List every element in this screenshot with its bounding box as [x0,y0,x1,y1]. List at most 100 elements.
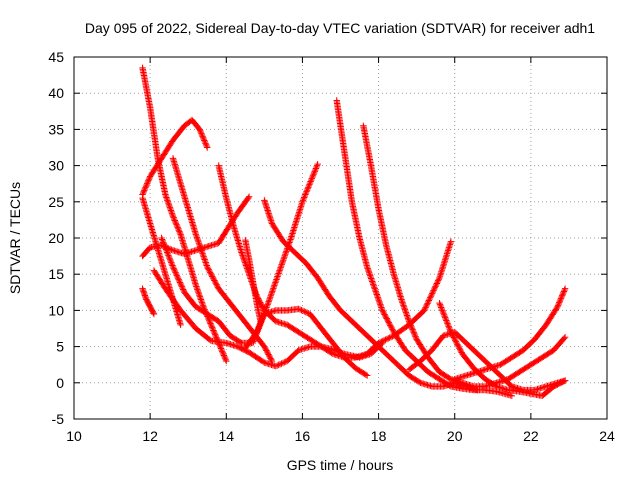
data-point [556,298,564,305]
data-point [378,304,385,311]
data-point [387,322,394,329]
data-point [421,305,429,313]
data-point [199,134,207,141]
data-point [166,202,173,210]
x-tick-label: 22 [523,428,539,444]
data-point [197,296,205,303]
y-tick-label: 5 [56,339,64,355]
data-point [275,270,282,277]
data-point [363,372,371,379]
data-point [422,304,429,311]
data-point [311,168,318,175]
data-point [160,240,168,247]
data-point [245,194,252,202]
data-point [245,193,253,200]
data-point [206,269,214,276]
data-point [164,249,171,256]
data-point [206,318,214,326]
data-point [447,238,455,245]
data-point [447,328,455,336]
data-point [295,305,302,313]
series-track-17 [451,285,569,383]
data-point [442,315,449,323]
data-point [373,291,380,298]
x-tick-label: 10 [66,428,82,444]
series-track-2 [139,116,211,198]
data-point [178,283,186,290]
data-point [299,307,307,315]
data-point [424,300,431,307]
data-point [195,289,202,296]
data-point [159,237,166,245]
data-point [220,352,228,359]
data-point [211,277,218,284]
series-track-16 [436,299,569,400]
data-point [282,251,289,258]
data-point [368,276,375,284]
data-point [560,289,567,297]
data-point [383,315,390,322]
data-point [275,268,283,276]
data-point [211,278,219,286]
data-point [144,178,151,186]
series-group [139,64,569,400]
data-point [369,279,376,287]
data-point [166,255,173,262]
data-point [194,235,201,243]
data-point [443,318,451,326]
y-tick-label: 20 [48,230,64,246]
data-point [454,342,462,349]
data-point [196,243,204,250]
data-point [446,326,453,333]
data-point [400,302,407,309]
data-point [375,297,383,304]
data-point [444,320,451,327]
data-point [271,280,279,288]
data-point [192,231,200,238]
data-point [141,187,148,194]
data-point [168,208,175,216]
data-point [176,229,184,237]
data-point [160,239,167,246]
data-point [200,253,207,260]
data-point [444,321,452,329]
data-point [201,256,208,263]
data-point [429,288,437,296]
data-point [254,326,262,333]
data-point [172,269,179,276]
data-point [163,195,171,203]
data-point [402,307,409,315]
data-point [264,301,271,308]
data-point [274,273,281,280]
data-point [379,308,387,315]
data-point [266,296,273,304]
data-point [272,362,279,370]
data-point [207,270,215,277]
data-point [173,222,181,230]
data-point [163,247,170,255]
data-point [278,259,286,267]
data-point [272,277,280,285]
data-point [377,301,384,308]
data-point [196,126,203,133]
data-point [425,298,432,306]
data-point [145,176,153,183]
data-point [173,272,180,279]
data-point [171,267,179,275]
data-point [165,253,173,261]
data-point [268,289,275,296]
data-point [201,138,209,146]
data-point [389,327,397,334]
data-point [268,291,275,298]
data-point [310,169,318,177]
data-point [436,299,443,307]
data-point [432,281,440,289]
data-point [141,185,149,193]
data-point [412,333,419,340]
data-point [554,302,562,309]
data-point [376,298,383,305]
data-point [162,192,170,200]
data-point [162,246,170,253]
data-point [280,255,287,262]
data-point [400,303,408,310]
